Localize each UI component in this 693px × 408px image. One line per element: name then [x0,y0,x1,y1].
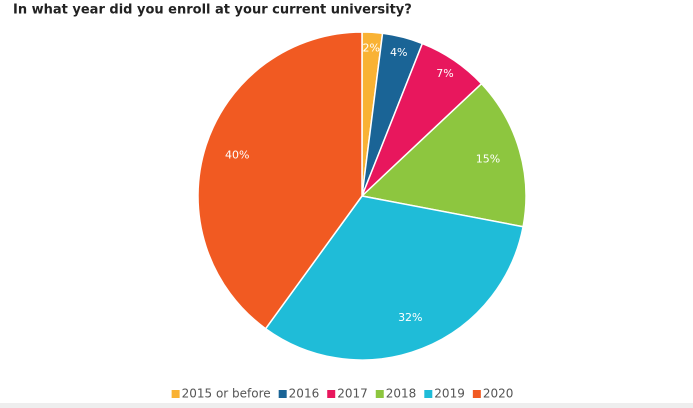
data-label: 2% [363,42,380,55]
pie-slice [264,195,524,361]
data-label: 4% [390,46,407,59]
legend-swatch [278,390,287,398]
legend-swatch [171,390,180,398]
data-label: 32% [398,311,422,324]
data-label: 40% [225,148,249,161]
bottom-strip [0,403,693,408]
legend-swatch [375,390,384,398]
legend-label: 2018 [386,387,417,401]
legend-label: 2019 [434,387,465,401]
legend-label: 2016 [289,387,320,401]
data-label: 15% [476,152,500,165]
legend-label: 2020 [483,387,514,401]
legend-swatch [327,390,336,398]
legend-label: 2015 or before [182,387,271,401]
data-label: 7% [436,67,453,80]
pie-slice [360,82,527,228]
chart-title: In what year did you enroll at your curr… [13,3,412,18]
legend-swatch [424,390,433,398]
legend-label: 2017 [337,387,368,401]
legend-swatch [472,390,481,398]
pie-slice [197,31,363,330]
